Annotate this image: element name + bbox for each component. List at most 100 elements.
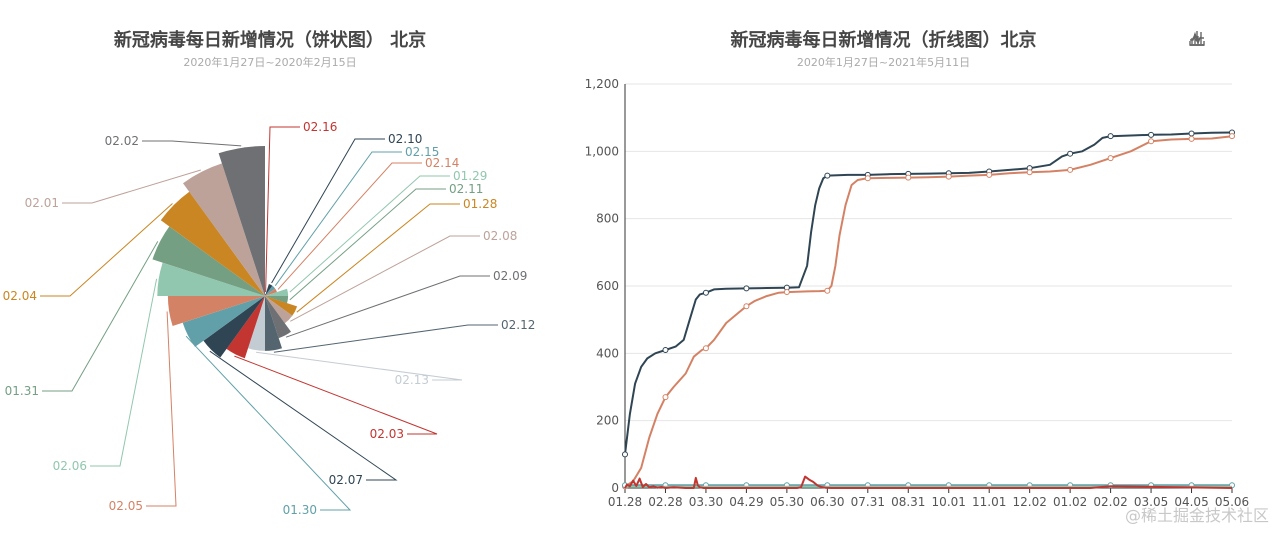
pie-slice-01-30[interactable]: [182, 296, 265, 347]
line-point[interactable]: [1026, 169, 1033, 176]
line-point[interactable]: [945, 173, 952, 180]
line-point[interactable]: [1188, 135, 1195, 142]
pie-label-line: [209, 350, 398, 481]
pie-label: 02.13: [395, 373, 429, 387]
pie-label: 02.15: [405, 145, 439, 159]
line-point[interactable]: [743, 285, 750, 292]
download-icon[interactable]: [1189, 30, 1261, 46]
line-point[interactable]: [824, 172, 831, 179]
line-point[interactable]: [1229, 133, 1235, 140]
pie-label: 02.09: [493, 269, 527, 283]
pie-slice-02-08[interactable]: [265, 296, 293, 324]
pie-label: 01.29: [453, 169, 487, 183]
pie-label: 02.05: [109, 499, 143, 513]
pie-label-line: [289, 188, 446, 301]
line-point[interactable]: [783, 289, 790, 296]
pie-slice-02-12[interactable]: [265, 296, 282, 351]
pie-label-line: [273, 324, 498, 353]
pie-slice-01-31[interactable]: [152, 226, 266, 297]
pie-slice-02-13[interactable]: [248, 296, 265, 351]
y-tick-label: 0: [611, 481, 619, 495]
pie-slice-02-01[interactable]: [183, 163, 265, 296]
line-point[interactable]: [1107, 155, 1114, 162]
line-point[interactable]: [1188, 130, 1195, 137]
watermark: @稀土掘金技术社区: [1124, 506, 1269, 525]
pie-label-line: [296, 203, 460, 313]
pie-slice-02-11[interactable]: [265, 296, 289, 304]
line-series-4[interactable]: [624, 475, 1233, 489]
line-point[interactable]: [743, 303, 750, 310]
pie-label: 02.08: [483, 229, 517, 243]
line-point[interactable]: [986, 171, 993, 178]
pie-label-line: [290, 235, 480, 322]
x-tick-label: 06.30: [810, 495, 844, 509]
pie-label: 02.10: [388, 132, 422, 146]
y-tick-label: 200: [596, 414, 619, 428]
line-point[interactable]: [1148, 138, 1155, 145]
x-tick-label: 02.02: [1093, 495, 1127, 509]
pie-label: 02.06: [53, 459, 87, 473]
pie-label: 02.12: [501, 318, 535, 332]
pie-label: 02.14: [425, 156, 459, 170]
pie-label-line: [90, 278, 158, 467]
line-point[interactable]: [1067, 150, 1074, 157]
line-point[interactable]: [905, 174, 912, 181]
x-tick-label: 03.30: [689, 495, 723, 509]
pie-slice-02-03[interactable]: [226, 296, 266, 359]
line-point[interactable]: [1067, 166, 1074, 173]
x-tick-label: 04.29: [729, 495, 763, 509]
pie-chart-title: 新冠病毒每日新增情况（饼状图） 北京: [113, 30, 427, 51]
pie-label: 02.02: [105, 134, 139, 148]
line-series-0[interactable]: [624, 131, 1233, 455]
pie-slice-02-09[interactable]: [265, 296, 291, 339]
pie-slice-02-14[interactable]: [265, 288, 277, 296]
pie-slice-02-05[interactable]: [167, 296, 265, 326]
pie-label: 02.01: [25, 196, 59, 210]
y-tick-label: 400: [596, 346, 619, 360]
pie-label: 01.28: [463, 197, 497, 211]
x-tick-label: 04.05: [1174, 495, 1208, 509]
pie-slice-01-28[interactable]: [265, 296, 298, 316]
line-series-1[interactable]: [624, 135, 1233, 488]
pie-slice-02-15[interactable]: [265, 285, 276, 296]
pie-label-line: [265, 126, 300, 293]
line-chart-panel: 新冠病毒每日新增情况（折线图）北京 2020年1月27日~2021年5月11日 …: [560, 0, 1287, 542]
line-point[interactable]: [1148, 131, 1155, 138]
x-tick-label: 10.01: [932, 495, 966, 509]
pie-slice-02-02[interactable]: [218, 145, 265, 296]
pie-label-line: [62, 169, 201, 204]
x-tick-label: 08.31: [891, 495, 925, 509]
line-point[interactable]: [662, 346, 669, 353]
x-tick-label: 03.05: [1134, 495, 1168, 509]
pie-label-line: [42, 241, 159, 392]
pie-chart-subtitle: 2020年1月27日~2020年2月15日: [183, 56, 357, 69]
pie-slice-02-10[interactable]: [265, 284, 273, 296]
pie-chart-panel: 新冠病毒每日新增情况（饼状图） 北京 2020年1月27日~2020年2月15日…: [0, 0, 540, 542]
y-tick-label: 1,000: [585, 144, 619, 158]
line-point[interactable]: [702, 289, 709, 296]
pie-label-line: [289, 175, 450, 293]
line-point[interactable]: [1107, 133, 1114, 140]
pie-slice-02-07[interactable]: [203, 296, 266, 358]
chart-toolbox: [1189, 30, 1261, 46]
x-tick-label: 02.28: [648, 495, 682, 509]
y-tick-label: 800: [596, 212, 619, 226]
pie-label-line: [274, 151, 402, 286]
x-tick-label: 01.02: [1053, 495, 1087, 509]
line-point[interactable]: [622, 451, 628, 458]
pie-label-line: [285, 275, 490, 338]
pie-label: 01.31: [5, 384, 39, 398]
pie-slice-02-04[interactable]: [160, 191, 265, 296]
line-point[interactable]: [824, 287, 831, 294]
pie-slice-02-06[interactable]: [157, 262, 265, 296]
x-tick-label: 01.28: [608, 495, 642, 509]
pie-slice-02-16[interactable]: [265, 294, 266, 296]
line-point[interactable]: [702, 345, 709, 352]
line-chart-title: 新冠病毒每日新增情况（折线图）北京: [730, 30, 1037, 51]
line-point[interactable]: [864, 175, 871, 182]
pie-label: 02.16: [303, 120, 337, 134]
line-point[interactable]: [662, 394, 669, 401]
pie-label-line: [185, 335, 352, 511]
pie-slice-01-29[interactable]: [265, 288, 289, 296]
